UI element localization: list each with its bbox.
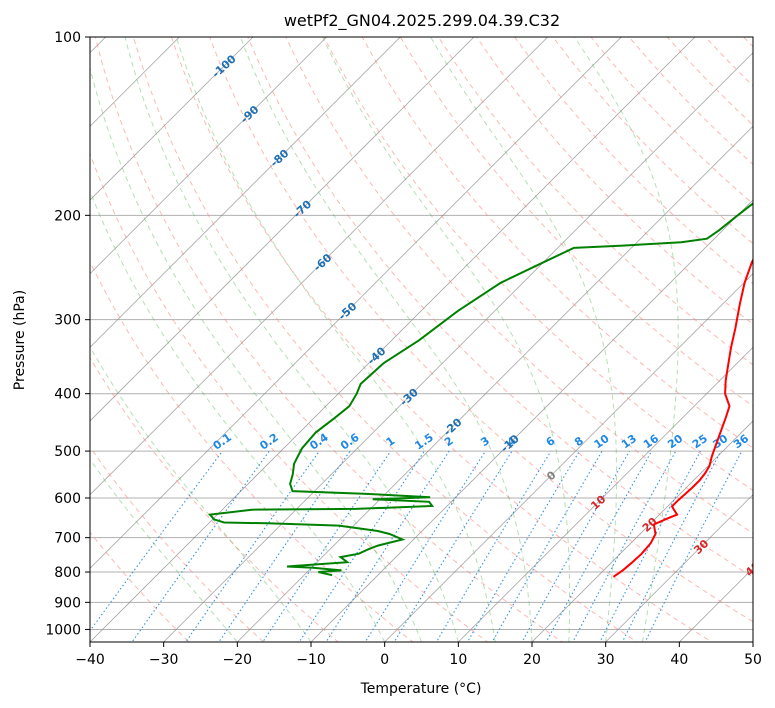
dry-adiabat-line [90,446,265,642]
moist-adiabat-line [574,37,679,642]
axes: −40 −30 −20 −10 0 10 20 30 40 50 100 200 300 400 500 60… [45,30,762,668]
temperature-profile [612,257,753,578]
dry-adiabat-line [285,37,753,535]
x-tick-label: 30 [597,652,615,668]
isotherm-line [90,37,622,569]
isotherm-line [90,37,180,127]
dry-adiabat-line [94,37,564,642]
mixing-ratio-line [364,450,486,642]
isotherm-line [90,37,254,201]
x-tick-label: −20 [223,652,253,668]
x-tick-label: −40 [75,652,105,668]
x-tick-label: 0 [380,652,389,668]
y-tick-label: 100 [54,30,81,46]
moist-adiabat-line [90,65,422,642]
moist-adiabat-line [124,37,459,642]
mixing-ratio-line [435,450,552,642]
x-axis-title: Temperature (°C) [360,681,482,697]
x-tick-label: −10 [296,652,326,668]
x-tick-label: 40 [670,652,688,668]
dewpoint-profile [208,202,753,577]
moist-adiabat-line [90,345,312,642]
moist-adiabat-line [322,37,571,642]
y-tick-label: 800 [54,565,81,581]
x-tick-label: 10 [449,652,467,668]
isotherm-line [163,52,753,642]
moist-adiabat-line [90,189,386,642]
dry-adiabat-line [514,37,753,285]
dry-adiabat-line [247,37,753,578]
mixing-ratio-line [545,450,653,642]
y-tick-label: 1000 [45,622,81,638]
x-tick-label: 50 [744,652,762,668]
isotherm-label: 40 [743,559,763,579]
mixing-ratio-line [572,450,677,642]
isotherm-line [457,346,753,642]
isotherm-line [90,37,475,422]
y-tick-label: 500 [54,444,81,460]
chart-title: wetPf2_GN04.2025.299.04.39.C32 [284,11,560,31]
dry-adiabat-line [437,37,753,366]
isotherm-line [90,37,696,642]
isotherm-line [90,37,328,275]
isotherm-line [384,273,753,642]
x-tick-label: −30 [149,652,179,668]
isotherm-line [605,494,753,642]
dry-adiabat-line [209,37,753,623]
y-tick-label: 900 [54,595,81,611]
mixing-ratio-line [393,450,513,642]
y-axis-title: Pressure (hPa) [12,290,28,390]
moist-adiabat-line [90,458,238,642]
dry-adiabat-line [361,37,753,449]
y-tick-label: 400 [54,387,81,403]
mixing-ratio-line [298,450,425,642]
y-tick-label: 200 [54,208,81,224]
x-tick-label: 20 [523,652,541,668]
y-tick-label: 300 [54,313,81,329]
mixing-ratio-line [218,450,351,642]
moist-adiabat-line [239,37,533,642]
mixing-ratio-line [599,450,701,642]
mixing-ratio-line [262,450,392,642]
isotherm-line [90,37,549,496]
mixing-ratio-line [131,450,270,642]
mixing-ratio-line [491,450,603,642]
plot-area: 0.1 0.2 0.4 0.6 1 1.5 2 3 4 6 8 10 13 16 20 25 30 36-100-… [90,37,763,642]
dry-adiabat-line [90,356,339,642]
isotherm-line [236,125,753,642]
mixing-ratio-line [466,450,580,642]
moist-adiabat-line [175,37,496,642]
moist-adiabat-line [430,37,617,642]
plot-frame [89,36,754,643]
y-tick-label: 700 [54,531,81,547]
y-tick-label: 600 [54,491,81,507]
isotherm-line [90,37,401,348]
isotherm-line [310,199,753,642]
